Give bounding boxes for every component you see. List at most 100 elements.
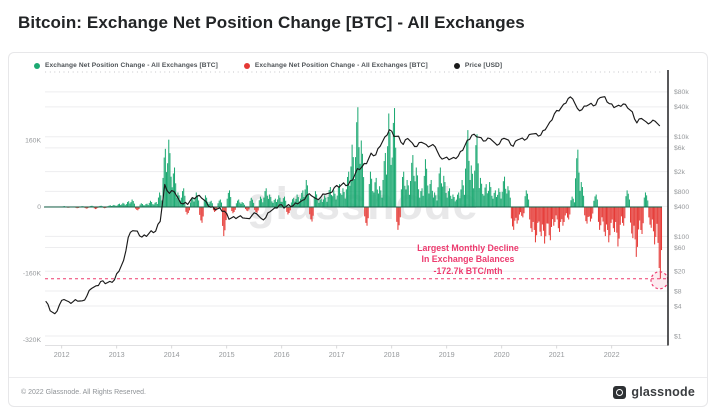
net-position-bar-positive — [405, 189, 407, 207]
net-position-bar-negative — [636, 207, 638, 247]
net-position-bar-positive — [458, 192, 460, 207]
net-position-bar-positive — [647, 200, 649, 207]
net-position-bar-positive — [195, 192, 197, 207]
net-position-bar-positive — [264, 191, 266, 207]
net-position-bar-positive — [235, 203, 237, 207]
net-position-bar-negative — [512, 207, 514, 227]
net-position-bar-positive — [267, 198, 269, 207]
net-position-bar-positive — [461, 179, 463, 207]
net-position-bar-negative — [104, 207, 106, 209]
net-position-bar-positive — [353, 178, 355, 207]
right-axis-tick-label: $60 — [674, 245, 686, 252]
net-position-bar-positive — [321, 202, 323, 207]
red-dot-icon — [243, 62, 250, 69]
net-position-bar-negative — [641, 207, 643, 235]
net-position-bar-positive — [320, 198, 322, 207]
net-position-bar-negative — [554, 207, 556, 222]
net-position-bar-positive — [127, 202, 129, 207]
net-position-bar-positive — [418, 189, 420, 207]
right-axis-tick-label: $80k — [674, 89, 689, 96]
net-position-bar-positive — [441, 183, 443, 207]
net-position-bar-positive — [528, 199, 530, 207]
net-position-bar-positive — [580, 182, 582, 207]
net-position-bar-negative — [398, 207, 400, 226]
net-position-bar-positive — [389, 132, 391, 207]
net-position-bar-positive — [400, 189, 402, 207]
net-position-bar-positive — [573, 202, 575, 207]
net-position-bar-positive — [387, 146, 389, 207]
net-position-bar-positive — [218, 200, 220, 207]
net-position-bar-positive — [242, 203, 244, 207]
x-axis-year-label: 2017 — [329, 350, 345, 359]
net-position-bar-positive — [226, 198, 228, 207]
net-position-bar-negative — [642, 207, 644, 224]
net-position-bar-positive — [131, 199, 133, 207]
net-position-bar-negative — [138, 207, 140, 209]
net-position-bar-positive — [412, 155, 414, 207]
net-position-bar-positive — [369, 171, 371, 207]
net-position-bar-negative — [655, 207, 657, 237]
net-position-bar-negative — [602, 207, 604, 222]
legend-item-net-position-negative[interactable]: Exchange Net Position Change - All Excha… — [243, 62, 428, 69]
net-position-bar-positive — [508, 190, 510, 207]
net-position-bar-positive — [164, 148, 166, 207]
net-position-bar-positive — [500, 198, 502, 207]
net-position-bar-positive — [120, 205, 122, 207]
net-position-bar-positive — [113, 204, 115, 207]
net-position-bar-negative — [287, 207, 289, 215]
legend-item-net-position-positive[interactable]: Exchange Net Position Change - All Excha… — [34, 62, 218, 69]
net-position-bar-positive — [462, 185, 464, 207]
net-position-bar-negative — [607, 207, 609, 230]
net-position-bar-positive — [392, 122, 394, 207]
net-position-bar-positive — [593, 200, 595, 207]
net-position-bar-positive — [193, 201, 195, 207]
net-position-bar-negative — [548, 207, 550, 236]
net-position-bar-positive — [198, 200, 200, 207]
net-position-bar-positive — [445, 192, 447, 207]
net-position-bar-positive — [144, 205, 146, 207]
net-position-bar-positive — [489, 182, 491, 207]
net-position-bar-positive — [581, 187, 583, 207]
net-position-bar-positive — [525, 190, 527, 207]
net-position-bar-negative — [530, 207, 532, 229]
net-position-bar-positive — [410, 181, 412, 207]
net-position-bar-positive — [318, 202, 320, 207]
net-position-bar-positive — [504, 176, 506, 207]
net-position-bar-negative — [522, 207, 524, 218]
net-position-bar-positive — [238, 199, 240, 207]
net-position-bar-positive — [358, 147, 360, 207]
net-position-bar-negative — [256, 207, 258, 213]
net-position-bar-negative — [248, 207, 250, 210]
right-axis-tick-label: $100 — [674, 234, 689, 241]
net-position-bar-negative — [622, 207, 624, 223]
net-position-bar-negative — [634, 207, 636, 240]
net-position-bar-negative — [531, 207, 533, 232]
net-position-bar-positive — [382, 179, 384, 207]
net-position-bar-negative — [610, 207, 612, 223]
net-position-bar-negative — [135, 207, 137, 209]
net-position-bar-positive — [343, 192, 345, 207]
net-position-bar-positive — [219, 199, 221, 207]
net-position-bar-positive — [210, 200, 212, 207]
black-dot-icon — [453, 62, 460, 69]
net-position-bar-positive — [342, 188, 344, 207]
legend-item-price[interactable]: Price [USD] — [453, 62, 502, 69]
net-position-bar-positive — [460, 189, 462, 207]
net-position-bar-negative — [536, 207, 538, 236]
net-position-bar-negative — [651, 207, 653, 220]
net-position-bar-positive — [190, 202, 192, 207]
net-position-bar-positive — [380, 190, 382, 207]
net-position-bar-negative — [288, 207, 290, 213]
net-position-bar-negative — [399, 207, 401, 218]
net-position-bar-positive — [360, 140, 362, 207]
net-position-bar-negative — [618, 207, 620, 239]
net-position-bar-positive — [91, 205, 93, 207]
net-position-bar-positive — [243, 204, 245, 207]
net-position-bar-positive — [492, 198, 494, 207]
net-position-bar-negative — [640, 207, 642, 230]
right-axis-tick-label: $2k — [674, 169, 686, 176]
net-position-bar-positive — [482, 193, 484, 207]
net-position-bar-positive — [122, 202, 124, 207]
net-position-bar-positive — [449, 188, 451, 207]
